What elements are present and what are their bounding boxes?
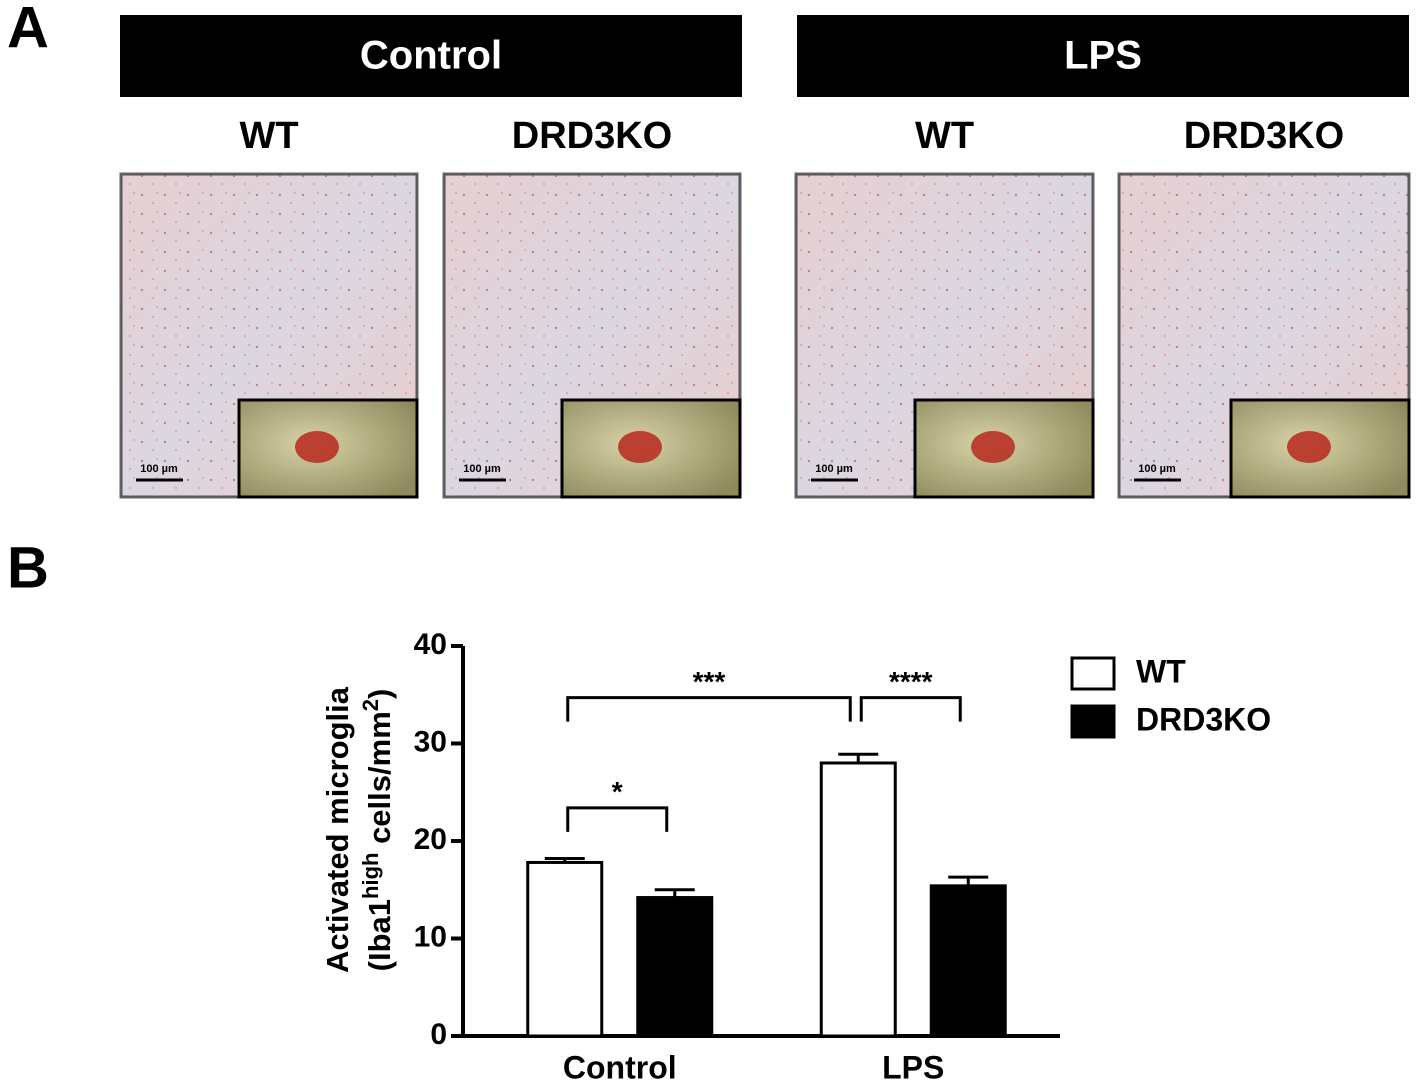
- y-axis-label-part: high: [358, 853, 383, 899]
- x-tick-label: LPS: [882, 1049, 944, 1085]
- column-label: DRD3KO: [1184, 115, 1344, 157]
- y-tick-label: 30: [414, 725, 447, 758]
- panel-a: A: [7, 0, 49, 60]
- group-title: LPS: [1064, 34, 1142, 78]
- scale-bar-label: 100 µm: [463, 463, 501, 475]
- group-title: Control: [360, 34, 502, 78]
- significance-bracket: [859, 696, 962, 722]
- bar: [526, 860, 604, 1038]
- panel-label: A: [7, 0, 49, 60]
- legend-swatch: [1070, 656, 1116, 691]
- y-axis-label: Activated microglia: [320, 686, 355, 973]
- inset-cell: [971, 431, 1015, 463]
- significance-label: ****: [889, 666, 933, 697]
- x-tick-label: Control: [563, 1049, 677, 1085]
- bar: [819, 761, 897, 1038]
- legend-swatch: [1070, 704, 1116, 739]
- y-axis-label-part: cells/mm: [362, 711, 397, 852]
- y-axis-label-part: ): [362, 689, 397, 699]
- y-axis-label-part: 2: [358, 699, 383, 711]
- inset-cell: [295, 431, 339, 463]
- y-tick-label: 40: [414, 628, 447, 661]
- bar: [636, 896, 714, 1038]
- significance-label: *: [612, 776, 623, 807]
- y-tick-label: 0: [430, 1018, 447, 1051]
- inset-cell: [618, 431, 662, 463]
- scale-bar-label: 100 µm: [1138, 463, 1176, 475]
- significance-label: ***: [693, 666, 726, 697]
- group-header: [797, 15, 1409, 97]
- significance-bracket: [566, 806, 669, 832]
- y-tick-label: 10: [414, 920, 447, 953]
- panel-label: B: [7, 535, 49, 600]
- significance-bracket: [566, 696, 852, 722]
- column-label: WT: [915, 115, 974, 157]
- scale-bar-label: 100 µm: [140, 463, 178, 475]
- column-label: WT: [239, 115, 298, 157]
- y-axis-label-part: (Iba1: [362, 899, 397, 971]
- panel-b: B: [7, 535, 49, 600]
- column-label: DRD3KO: [512, 115, 672, 157]
- legend-label: DRD3KO: [1136, 701, 1271, 737]
- bar: [929, 884, 1007, 1038]
- y-axis-label: (Iba1high cells/mm2): [358, 689, 397, 972]
- scale-bar-label: 100 µm: [815, 463, 853, 475]
- y-tick-label: 20: [414, 823, 447, 856]
- legend-label: WT: [1136, 653, 1186, 689]
- inset-cell: [1287, 431, 1331, 463]
- group-header: [120, 15, 742, 97]
